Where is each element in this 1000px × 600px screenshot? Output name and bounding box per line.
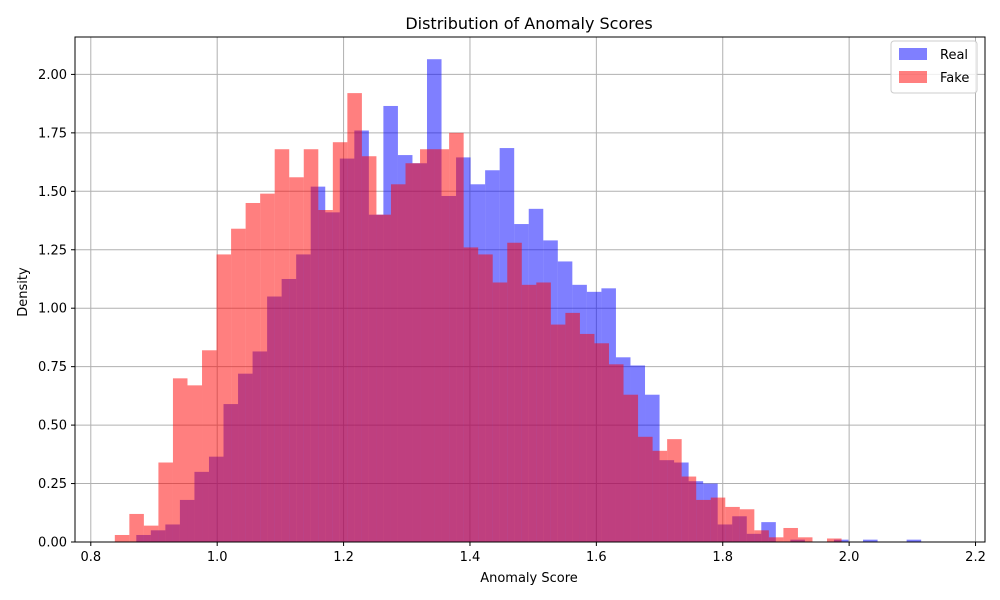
bar-fake [347, 93, 362, 542]
bar-fake [521, 284, 537, 542]
bar-fake [681, 476, 697, 542]
y-tick-label: 0.00 [38, 536, 67, 551]
bar-fake [216, 254, 232, 543]
y-tick-label: 0.50 [38, 419, 67, 434]
bar-fake [318, 210, 333, 542]
bar-fake [768, 537, 784, 542]
bar-fake [376, 214, 391, 542]
bar-fake [390, 184, 406, 542]
bar-fake [754, 530, 769, 542]
bar-fake [507, 242, 522, 543]
x-tick-label: 2.2 [965, 550, 986, 565]
bar-fake [652, 450, 668, 542]
bar-fake [303, 149, 319, 542]
bar-fake [827, 538, 842, 542]
bar-real [863, 539, 878, 542]
legend-swatch-fake [899, 71, 927, 83]
x-axis-ticks: 0.8 1.0 1.2 1.4 1.6 1.8 2.0 2.2 [80, 542, 986, 565]
bar-fake [405, 163, 421, 542]
bar-fake [492, 282, 508, 542]
chart-title: Distribution of Anomaly Scores [405, 14, 652, 33]
bar-fake [463, 247, 479, 542]
y-tick-label: 1.75 [38, 126, 67, 141]
bar-fake [158, 462, 173, 542]
x-tick-label: 1.6 [586, 550, 607, 565]
bar-fake [187, 385, 203, 542]
bar-fake [143, 525, 159, 542]
bar-fake [608, 364, 624, 542]
bar-fake [231, 228, 246, 543]
bar-fake [550, 324, 566, 542]
bar-fake [129, 513, 144, 542]
x-tick-label: 1.4 [460, 550, 481, 565]
plot-frame [74, 36, 986, 543]
x-tick-label: 1.8 [712, 550, 733, 565]
legend-swatch-real [899, 48, 927, 60]
bar-fake [565, 312, 580, 542]
bar-fake [202, 350, 217, 542]
bar-fake [361, 156, 377, 542]
y-tick-label: 1.50 [38, 185, 67, 200]
y-axis-label: Density [16, 267, 31, 317]
legend-label-fake: Fake [940, 71, 969, 86]
x-tick-label: 0.8 [80, 550, 101, 565]
bar-fake [710, 497, 726, 542]
bar-fake [667, 439, 682, 542]
y-tick-label: 0.75 [38, 360, 67, 375]
bar-fake [449, 132, 464, 542]
bar-fake [274, 149, 290, 542]
bar-fake [289, 177, 304, 542]
y-tick-label: 1.00 [38, 302, 67, 317]
series-fake [114, 93, 842, 543]
bar-fake [696, 499, 711, 542]
bar-fake [638, 436, 653, 542]
bars [114, 59, 922, 543]
bar-fake [797, 537, 813, 542]
bar-fake [594, 343, 609, 542]
bar-fake [623, 394, 639, 542]
bar-fake [172, 378, 188, 542]
bar-fake [783, 527, 798, 542]
bar-fake [725, 506, 740, 542]
x-tick-label: 1.0 [207, 550, 228, 565]
bar-fake [114, 534, 130, 542]
y-axis-ticks: 0.00 0.25 0.50 0.75 1.00 1.25 1.50 1.75 2.00 [38, 68, 75, 551]
x-axis-label: Anomaly Score [480, 571, 578, 586]
bar-fake [536, 282, 551, 542]
legend-label-real: Real [940, 48, 968, 63]
bar-fake [434, 149, 450, 542]
bar-fake [478, 254, 493, 543]
x-tick-label: 1.2 [333, 550, 354, 565]
x-tick-label: 2.0 [839, 550, 860, 565]
bar-real [906, 539, 922, 542]
bar-fake [579, 333, 595, 542]
bar-fake [739, 509, 755, 542]
bar-fake [245, 202, 261, 543]
axes-spine [74, 36, 986, 543]
bar-fake [332, 142, 348, 543]
bar-fake [420, 149, 435, 542]
y-tick-label: 1.25 [38, 243, 67, 258]
y-tick-label: 2.00 [38, 68, 67, 83]
bar-fake [260, 193, 275, 542]
legend: Real Fake [890, 40, 978, 94]
y-tick-label: 0.25 [38, 477, 67, 492]
